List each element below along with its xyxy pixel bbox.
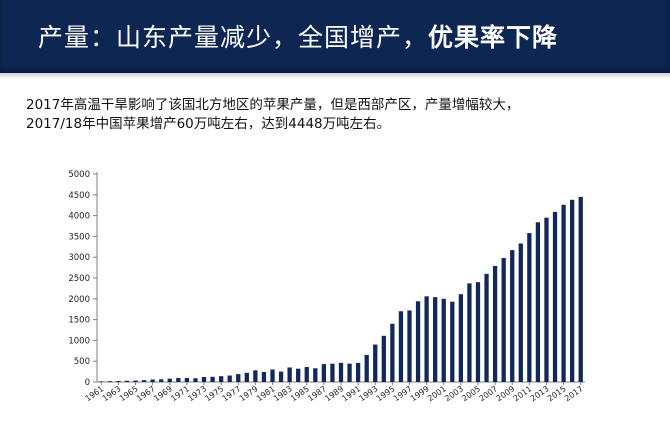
y-tick-label: 0 xyxy=(85,378,90,388)
bar xyxy=(107,381,112,382)
bar xyxy=(458,294,463,382)
bar xyxy=(236,374,241,382)
bar xyxy=(227,375,232,382)
bar xyxy=(176,378,181,382)
bar xyxy=(518,243,523,382)
bar xyxy=(141,380,147,382)
y-tick-label: 1000 xyxy=(68,336,90,346)
bar xyxy=(441,298,446,382)
bar xyxy=(278,371,284,382)
y-tick-label: 4000 xyxy=(68,212,90,222)
bar xyxy=(133,380,138,382)
bar xyxy=(270,369,275,382)
bar xyxy=(381,335,386,382)
y-tick-label: 4500 xyxy=(68,191,90,201)
title-bar: 产量：山东产量减少，全国增产，优果率下降 xyxy=(0,0,670,73)
bar xyxy=(527,233,532,382)
slide-description: 2017年高温干旱影响了该国北方地区的苹果产量，但是西部产区，产量增幅较大， 2… xyxy=(26,96,656,134)
bar xyxy=(510,250,515,382)
bar xyxy=(475,282,481,382)
y-tick-label: 500 xyxy=(74,357,90,367)
bar xyxy=(433,297,438,382)
bar xyxy=(244,372,249,382)
bar xyxy=(304,367,309,382)
bar xyxy=(484,273,489,382)
bar xyxy=(535,222,541,382)
bar xyxy=(390,323,395,382)
bar xyxy=(321,364,327,382)
bar xyxy=(261,372,267,382)
description-line-2: 2017/18年中国苹果增产60万吨左右，达到4448万吨左右。 xyxy=(26,116,391,132)
y-tick-label: 3000 xyxy=(68,253,90,263)
bar xyxy=(296,368,301,382)
bar xyxy=(364,354,369,382)
bar xyxy=(330,363,335,382)
bar xyxy=(467,283,472,382)
bar xyxy=(210,376,215,382)
bar xyxy=(347,363,352,382)
bar xyxy=(450,301,455,382)
bar xyxy=(184,378,190,382)
bar xyxy=(124,380,130,382)
bar xyxy=(424,296,429,382)
title-bar-shadow xyxy=(0,73,670,79)
description-line-1: 2017年高温干旱影响了该国北方地区的苹果产量，但是西部产区，产量增幅较大， xyxy=(26,97,520,113)
y-tick-label: 3500 xyxy=(68,232,90,242)
slide-title-main: 产量：山东产量减少，全国增产， xyxy=(38,23,429,52)
bar xyxy=(492,265,498,382)
bar xyxy=(355,362,361,382)
bar xyxy=(193,378,198,382)
slide-title-highlight: 优果率下降 xyxy=(428,23,559,52)
bar xyxy=(159,379,164,382)
bar xyxy=(570,199,575,382)
bar xyxy=(167,378,172,382)
bar xyxy=(552,211,558,382)
bar xyxy=(313,368,318,382)
x-tick-label: 2017 xyxy=(563,384,585,403)
y-tick-label: 5000 xyxy=(68,170,90,180)
bar xyxy=(287,367,292,382)
bar xyxy=(578,196,583,382)
bar xyxy=(201,377,207,382)
bar xyxy=(373,344,378,382)
y-tick-label: 1500 xyxy=(68,316,90,326)
bar xyxy=(501,258,506,382)
bar xyxy=(116,380,121,382)
bar xyxy=(219,376,224,382)
bar xyxy=(150,379,155,382)
bar xyxy=(561,204,566,382)
bar xyxy=(415,301,421,382)
bar xyxy=(338,362,344,382)
y-tick-label: 2000 xyxy=(68,295,90,305)
slide-title: 产量：山东产量减少，全国增产，优果率下降 xyxy=(38,18,558,54)
bar xyxy=(407,310,412,382)
bar xyxy=(544,217,549,382)
bar xyxy=(99,381,104,382)
y-tick-label: 2500 xyxy=(68,274,90,284)
bar xyxy=(398,311,404,382)
bar xyxy=(253,370,258,382)
